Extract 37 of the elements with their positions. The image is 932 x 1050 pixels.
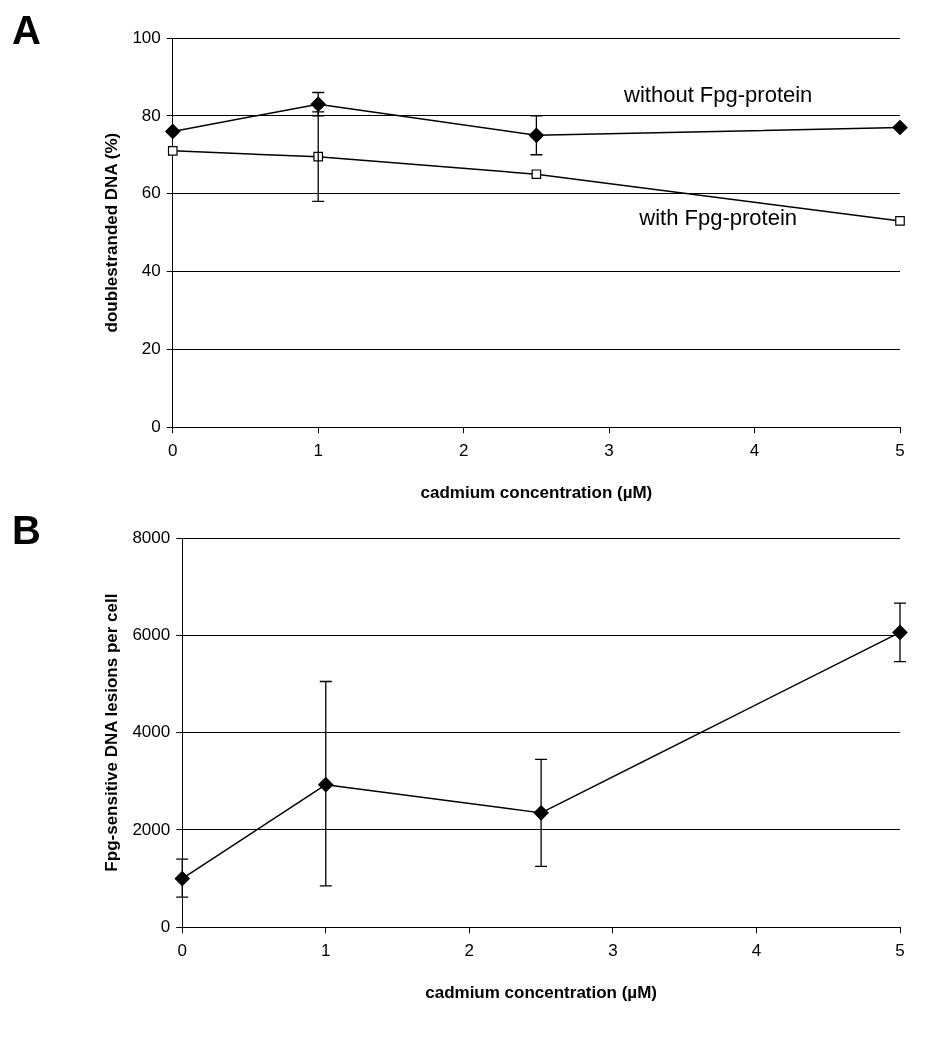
- series-label: with Fpg-protein: [638, 204, 798, 230]
- x-tick-label: 5: [895, 441, 905, 461]
- point: [892, 119, 908, 136]
- x-axis-title: cadmium concentration (µM): [420, 483, 653, 503]
- y-tick-label: 8000: [132, 527, 171, 547]
- x-tick-label: 2: [458, 441, 469, 461]
- y-tick-label: 100: [132, 27, 161, 47]
- x-tick-label: 0: [177, 941, 187, 961]
- y-axis-title: Fpg-sensitive DNA lesions per cell: [101, 593, 121, 872]
- point: [531, 169, 542, 180]
- y-tick-label: 20: [141, 339, 161, 359]
- y-tick-label: 60: [141, 183, 161, 203]
- y-tick-label: 0: [151, 416, 161, 436]
- x-tick-label: 1: [321, 941, 331, 961]
- point: [895, 216, 905, 226]
- chart-title: A: [12, 8, 41, 53]
- y-tick-label: 2000: [132, 819, 171, 839]
- y-tick-label: 4000: [132, 722, 171, 742]
- y-tick-label: 80: [141, 105, 161, 125]
- point: [165, 123, 181, 140]
- x-tick-label: 1: [313, 441, 323, 461]
- series-label: without Fpg-protein: [623, 82, 813, 108]
- point: [318, 777, 334, 793]
- x-tick-label: 5: [895, 941, 905, 961]
- y-tick-label: 6000: [132, 624, 171, 644]
- x-tick-label: 2: [464, 941, 475, 961]
- y-tick-label: 40: [141, 261, 161, 281]
- x-tick-label: 3: [608, 941, 618, 961]
- y-tick-label: 0: [160, 916, 171, 936]
- point: [167, 146, 178, 156]
- x-tick-label: 4: [749, 441, 760, 461]
- x-tick-label: 4: [751, 941, 762, 961]
- point: [528, 127, 544, 143]
- x-axis-title: cadmium concentration (µM): [425, 983, 657, 1003]
- x-tick-label: 3: [604, 441, 614, 461]
- chart-title: B: [12, 508, 41, 553]
- y-axis-title: doublestranded DNA (%): [101, 132, 121, 333]
